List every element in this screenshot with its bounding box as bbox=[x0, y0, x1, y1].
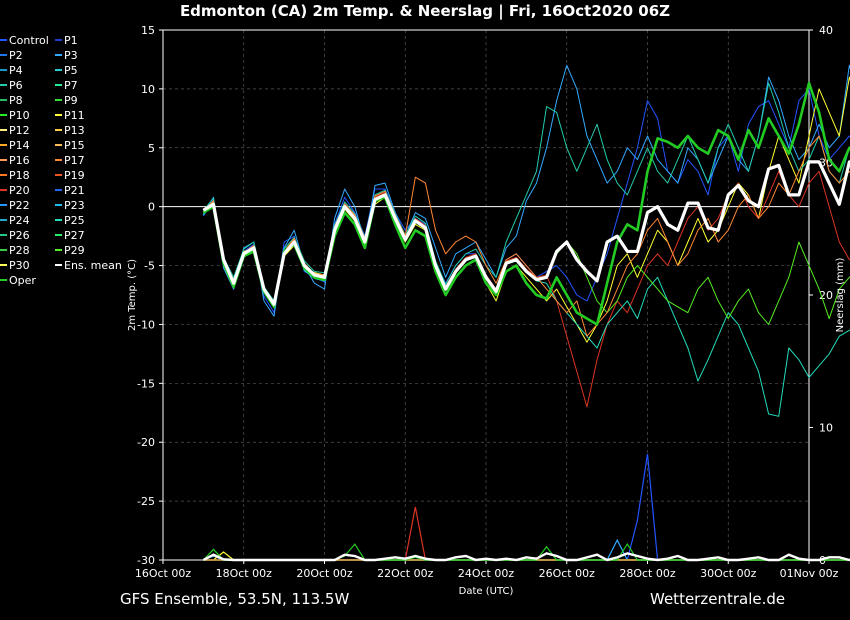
legend-item: P14 bbox=[9, 139, 30, 152]
y-tick-label: 5 bbox=[148, 142, 155, 155]
x-tick-label: 16Oct 00z bbox=[135, 567, 192, 580]
legend-item: P11 bbox=[64, 109, 85, 122]
y-tick-label: -25 bbox=[137, 495, 155, 508]
legend-item: P4 bbox=[9, 64, 23, 77]
y-tick-label: -5 bbox=[144, 260, 155, 273]
legend-item: P3 bbox=[64, 49, 78, 62]
legend-item: P9 bbox=[64, 94, 78, 107]
chart-title: Edmonton (CA) 2m Temp. & Neerslag | Fri,… bbox=[179, 2, 671, 20]
y-tick-label: 10 bbox=[141, 83, 155, 96]
legend-item: P12 bbox=[9, 124, 30, 137]
y-tick-label: -10 bbox=[137, 318, 155, 331]
legend-item: P21 bbox=[64, 184, 85, 197]
legend-item: Ens. mean bbox=[64, 259, 122, 272]
legend-item: P16 bbox=[9, 154, 30, 167]
legend-item: P1 bbox=[64, 34, 78, 47]
y-tick-label: 15 bbox=[141, 24, 155, 37]
legend-item: P30 bbox=[9, 259, 30, 272]
temp-line-p3 bbox=[202, 64, 850, 317]
series-lines bbox=[202, 64, 850, 417]
temp-line-ens-mean bbox=[202, 160, 850, 307]
y-tick-label: -30 bbox=[137, 554, 155, 567]
legend-item: P6 bbox=[9, 79, 23, 92]
precip-lines bbox=[202, 453, 850, 562]
legend-item: P10 bbox=[9, 109, 30, 122]
legend-item: Control bbox=[9, 34, 49, 47]
x-tick-label: 22Oct 00z bbox=[377, 567, 434, 580]
x-axis-label: Date (UTC) bbox=[459, 586, 514, 597]
temp-line-p6 bbox=[202, 82, 850, 302]
precip-line-control bbox=[203, 453, 850, 561]
legend-item: P22 bbox=[9, 199, 30, 212]
x-tick-label: 26Oct 00z bbox=[539, 567, 596, 580]
y2-tick-label: 10 bbox=[819, 422, 833, 435]
y-axis-label: 2m Temp. (°C) bbox=[127, 259, 138, 331]
x-tick-label: 18Oct 00z bbox=[216, 567, 273, 580]
legend-item: P23 bbox=[64, 199, 85, 212]
legend-item: P24 bbox=[9, 214, 30, 227]
y2-axis-label: Neerslag (mm) bbox=[835, 257, 846, 332]
x-tick-label: 01Nov 00z bbox=[780, 567, 839, 580]
legend-item: P15 bbox=[64, 139, 85, 152]
legend-item: P7 bbox=[64, 79, 78, 92]
legend-item: P20 bbox=[9, 184, 30, 197]
legend-item: P25 bbox=[64, 214, 85, 227]
x-axis-ticks: 16Oct 00z 18Oct 00z 20Oct 00z 22Oct 00z 24Oc… bbox=[135, 560, 839, 580]
legend-item: Oper bbox=[9, 274, 36, 287]
legend-item: P13 bbox=[64, 124, 85, 137]
legend-item: P26 bbox=[9, 229, 30, 242]
legend-item: P8 bbox=[9, 94, 23, 107]
legend-item: P28 bbox=[9, 244, 30, 257]
x-tick-label: 30Oct 00z bbox=[700, 567, 757, 580]
legend-item: P19 bbox=[64, 169, 85, 182]
temp-line-p17 bbox=[203, 135, 850, 337]
legend-item: P2 bbox=[9, 49, 23, 62]
legend-item: P27 bbox=[64, 229, 85, 242]
legend-item: P17 bbox=[64, 154, 85, 167]
y2-tick-label: 40 bbox=[819, 24, 833, 37]
legend-item: P18 bbox=[9, 169, 30, 182]
temp-line-oper bbox=[202, 81, 850, 326]
precip-line-ens-mean bbox=[202, 552, 850, 562]
x-tick-label: 28Oct 00z bbox=[619, 567, 676, 580]
left-axis-ticks: 15 10 5 0 -5 -10 -15 -20 -25 -30 bbox=[137, 24, 163, 567]
grid-lines bbox=[162, 29, 810, 561]
legend-item: P5 bbox=[64, 64, 78, 77]
legend: Control P1 P2 P3 P4 P5 P6 P7 P8 P9 P10 P11 P12 P13 P14… bbox=[0, 34, 122, 287]
y-tick-label: -20 bbox=[137, 436, 155, 449]
x-tick-label: 20Oct 00z bbox=[296, 567, 353, 580]
footer-source: Wetterzentrale.de bbox=[650, 590, 786, 608]
y-tick-label: -15 bbox=[137, 377, 155, 390]
precip-line-p20 bbox=[203, 506, 850, 561]
footer-model-info: GFS Ensemble, 53.5N, 113.5W bbox=[120, 590, 350, 608]
legend-item: P29 bbox=[64, 244, 85, 257]
y-tick-label: 0 bbox=[148, 201, 155, 214]
x-tick-label: 24Oct 00z bbox=[458, 567, 515, 580]
